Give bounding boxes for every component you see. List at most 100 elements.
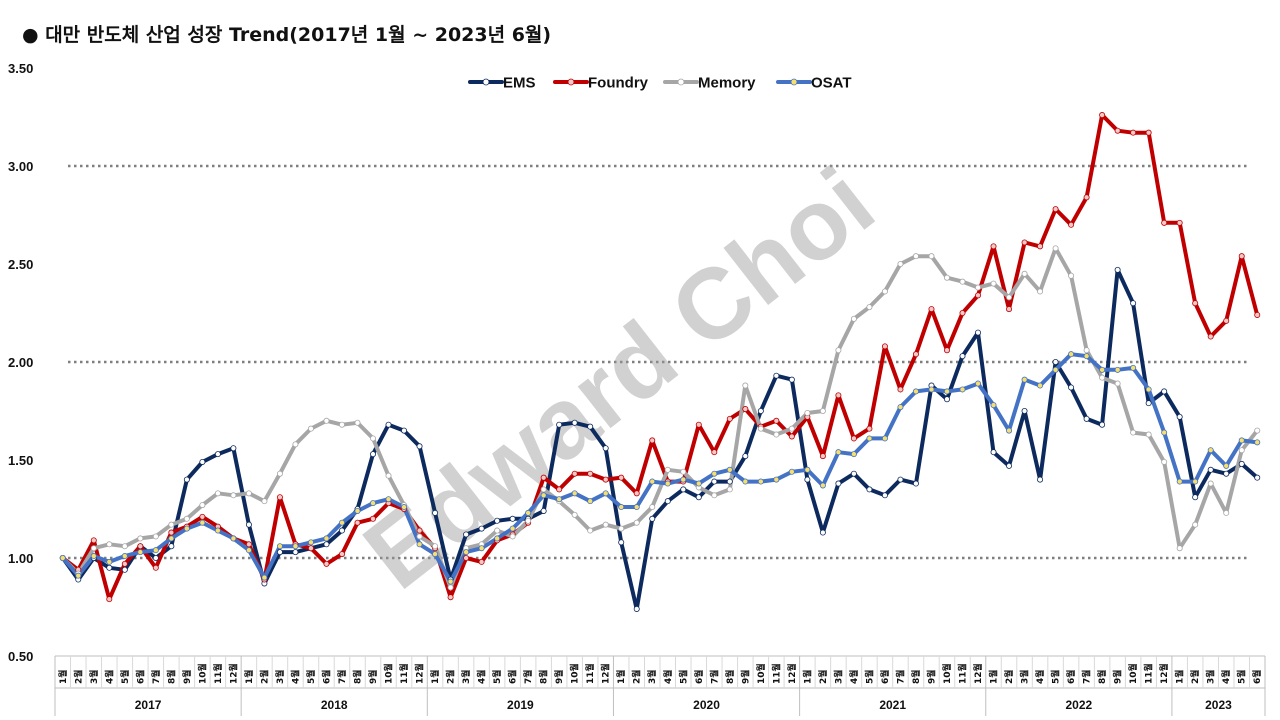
point-ems [338,527,345,534]
point-memory [1238,447,1245,454]
point-memory [1207,480,1214,487]
legend-marker [567,78,575,86]
point-ems [1099,421,1106,428]
point-foundry [897,386,904,393]
point-osat [990,402,997,409]
point-osat [1238,437,1245,444]
point-osat [1223,462,1230,469]
point-osat [494,535,501,542]
legend-label: Memory [698,75,756,92]
point-memory [1130,429,1137,436]
point-memory [338,421,345,428]
month-tick-label: 1월 [988,669,1000,684]
point-osat [1176,478,1183,485]
point-foundry [1176,219,1183,226]
point-osat [1083,353,1090,360]
point-osat [183,525,190,532]
month-tick-label: 3월 [274,669,286,684]
point-ems [323,541,330,548]
point-osat [1021,376,1028,383]
point-ems [819,529,826,536]
month-tick-label: 6월 [693,669,705,684]
month-tick-label: 8월 [165,669,177,684]
point-memory [1083,347,1090,354]
point-ems [556,421,563,428]
point-osat [90,553,97,560]
month-tick-label: 12월 [786,663,798,684]
month-tick-label: 9월 [739,669,751,684]
point-osat [943,388,950,395]
point-ems [804,476,811,483]
point-memory [261,498,268,505]
month-tick-label: 7월 [894,669,906,684]
point-memory [1099,374,1106,381]
point-ems [912,480,919,487]
point-memory [959,278,966,285]
month-tick-label: 11월 [957,663,969,684]
series-line-osat [60,352,1260,584]
point-ems [1114,266,1121,273]
point-memory [788,425,795,432]
month-tick-label: 1월 [801,669,813,684]
point-ems [292,549,299,556]
point-memory [1037,288,1044,295]
month-tick-label: 9월 [1112,669,1124,684]
point-ems [1021,407,1028,414]
point-foundry [307,545,314,552]
point-ems [726,478,733,485]
point-ems [664,498,671,505]
month-tick-label: 3월 [832,669,844,684]
month-tick-label: 4월 [476,669,488,684]
point-foundry [819,453,826,460]
point-memory [757,425,764,432]
point-osat [1052,366,1059,373]
month-tick-label: 6월 [507,669,519,684]
point-memory [571,511,578,518]
point-foundry [1145,129,1152,136]
month-tick-label: 5월 [119,669,131,684]
point-osat [695,480,702,487]
point-memory [711,492,718,499]
point-ems [401,427,408,434]
year-label: 2019 [507,698,534,712]
point-memory [494,527,501,534]
point-osat [742,478,749,485]
month-tick-label: 10월 [755,663,767,684]
point-osat [385,496,392,503]
point-foundry [773,417,780,424]
point-osat [168,535,175,542]
point-osat [618,504,625,511]
point-osat [649,478,656,485]
point-foundry [354,519,361,526]
point-osat [75,572,82,579]
point-memory [540,486,547,493]
point-foundry [1114,127,1121,134]
month-tick-label: 1월 [1174,669,1186,684]
point-ems [540,507,547,514]
point-foundry [168,529,175,536]
point-ems [1223,470,1230,477]
point-ems [881,492,888,499]
point-foundry [338,551,345,558]
point-osat [975,380,982,387]
point-osat [525,509,532,516]
point-memory [664,466,671,473]
point-ems [711,478,718,485]
point-osat [261,574,268,581]
month-tick-label: 7월 [336,669,348,684]
month-tick-label: 5월 [1050,669,1062,684]
point-ems [1068,384,1075,391]
point-foundry [276,494,283,501]
month-tick-label: 2월 [631,669,643,684]
point-foundry [835,392,842,399]
month-tick-label: 3월 [646,669,658,684]
point-foundry [788,433,795,440]
point-foundry [1021,239,1028,246]
month-tick-label: 9월 [553,669,565,684]
point-osat [1145,386,1152,393]
point-foundry [1006,306,1013,313]
point-osat [199,519,206,526]
point-memory [121,543,128,550]
month-tick-label: 4월 [1034,669,1046,684]
